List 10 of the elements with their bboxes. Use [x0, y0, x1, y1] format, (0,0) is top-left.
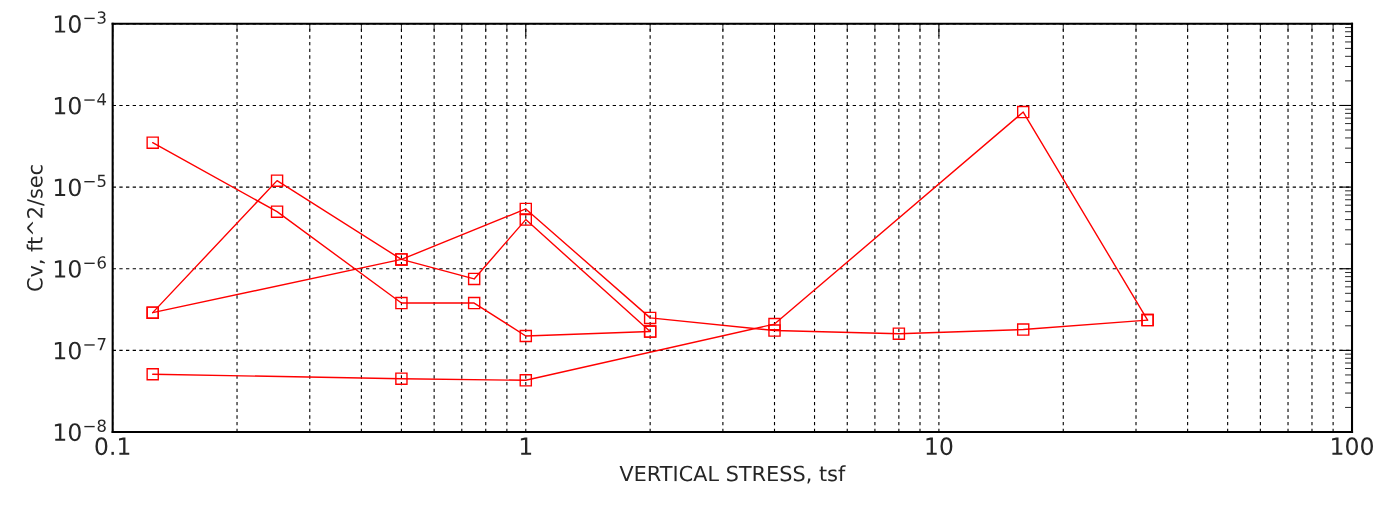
y-tick-label: 10$^{−5}$	[54, 174, 106, 197]
x-tick-label: 10	[926, 437, 953, 456]
y-tick-label: 10$^{−4}$	[54, 93, 107, 115]
x-tick-label: 1	[520, 437, 532, 455]
y-axis-title: Cv, ft^2/sec	[26, 165, 45, 291]
x-tick-label: 100	[1332, 437, 1373, 456]
x-axis-title: VERTICAL STRESS, tsf	[619, 465, 846, 484]
y-tick-label: 10$^{−6}$	[54, 256, 106, 278]
y-tick-label: 10$^{−7}$	[54, 338, 106, 360]
y-tick-label: 10$^{−3}$	[54, 11, 106, 33]
